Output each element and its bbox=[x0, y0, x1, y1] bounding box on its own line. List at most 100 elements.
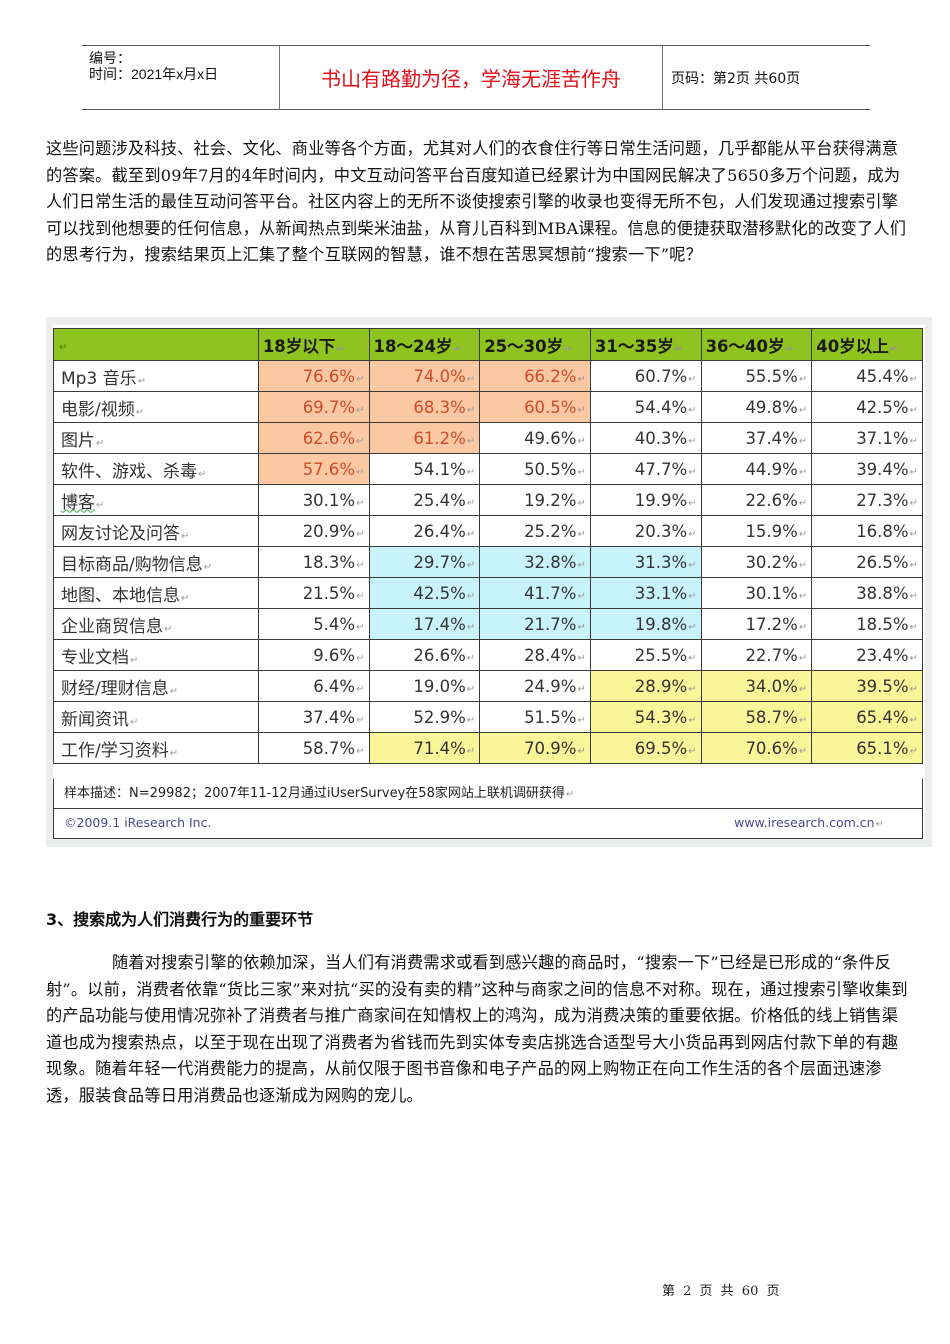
value-cell: 17.4%↵ bbox=[368, 608, 481, 640]
value-cell: 29.7%↵ bbox=[368, 546, 481, 578]
value-cell: 52.9%↵ bbox=[368, 701, 481, 733]
value-cell: 28.4%↵ bbox=[479, 639, 591, 671]
value-cell: 74.0%↵ bbox=[368, 360, 481, 392]
header-motto: 书山有路勤为径，学海无涯苦作舟 bbox=[280, 46, 663, 109]
table-row: 专业文档↵ 9.6%↵ 26.6%↵ 28.4%↵ 25.5%↵ 22.7%↵ 23.4%↵ bbox=[53, 639, 923, 671]
value-cell: 9.6%↵ bbox=[257, 639, 370, 671]
value-cell: 49.8%↵ bbox=[700, 391, 813, 423]
body-paragraph-1: 这些问题涉及科技、社会、文化、商业等各个方面，尤其对人们的衣食住行等日常生活问题… bbox=[46, 139, 907, 265]
section-heading: 3、搜索成为人们消费行为的重要环节 bbox=[46, 910, 314, 929]
column-header: 18～24岁↵ bbox=[368, 328, 481, 361]
value-cell: 50.5%↵ bbox=[479, 453, 591, 485]
value-cell: 26.5%↵ bbox=[811, 546, 923, 578]
value-cell: 62.6%↵ bbox=[257, 422, 370, 454]
row-label: 新闻资讯↵ bbox=[53, 701, 259, 733]
table-row: 新闻资讯↵ 37.4%↵ 52.9%↵ 51.5%↵ 54.3%↵ 58.7%↵ 65.4%… bbox=[53, 701, 923, 733]
row-label: 软件、游戏、杀毒↵ bbox=[53, 453, 259, 485]
table-row: 博客↵ 30.1%↵ 25.4%↵ 19.2%↵ 19.9%↵ 22.6%↵ 27.3%↵ bbox=[53, 484, 923, 516]
column-header: 40岁以上↵ bbox=[811, 328, 923, 361]
table-row: 图片↵ 62.6%↵ 61.2%↵ 49.6%↵ 40.3%↵ 37.4%↵ 37.1%↵ bbox=[53, 422, 923, 454]
value-cell: 20.3%↵ bbox=[589, 515, 702, 547]
value-cell: 42.5%↵ bbox=[368, 577, 481, 609]
value-cell: 17.2%↵ bbox=[700, 608, 813, 640]
column-header: 18岁以下↵ bbox=[257, 328, 370, 361]
value-cell: 19.0%↵ bbox=[368, 670, 481, 702]
row-label: 地图、本地信息↵ bbox=[53, 577, 259, 609]
value-cell: 39.5%↵ bbox=[811, 670, 923, 702]
value-cell: 25.5%↵ bbox=[589, 639, 702, 671]
row-label: 企业商贸信息↵ bbox=[53, 608, 259, 640]
value-cell: 41.7%↵ bbox=[479, 577, 591, 609]
row-label: Mp3 音乐↵ bbox=[53, 360, 259, 392]
value-cell: 24.9%↵ bbox=[479, 670, 591, 702]
value-cell: 19.2%↵ bbox=[479, 484, 591, 516]
value-cell: 42.5%↵ bbox=[811, 391, 923, 423]
value-cell: 69.7%↵ bbox=[257, 391, 370, 423]
table-row: 目标商品/购物信息↵ 18.3%↵ 29.7%↵ 32.8%↵ 31.3%↵ 30.2%↵… bbox=[53, 546, 923, 578]
value-cell: 22.6%↵ bbox=[700, 484, 813, 516]
value-cell: 69.5%↵ bbox=[589, 732, 702, 764]
value-cell: 38.8%↵ bbox=[811, 577, 923, 609]
source-row: ©2009.1 iResearch Inc. www.iresearch.com… bbox=[53, 809, 923, 839]
row-label: 博客↵ bbox=[53, 484, 259, 516]
value-cell: 51.5%↵ bbox=[479, 701, 591, 733]
column-header: 25～30岁↵ bbox=[479, 328, 591, 361]
survey-figure-frame: ↵ 18岁以下↵ 18～24岁↵ 25～30岁↵ 31～35岁↵ 36～40岁↵… bbox=[53, 325, 925, 839]
value-cell: 30.1%↵ bbox=[700, 577, 813, 609]
column-header: 31～35岁↵ bbox=[589, 328, 702, 361]
value-cell: 6.4%↵ bbox=[257, 670, 370, 702]
value-cell: 21.7%↵ bbox=[479, 608, 591, 640]
value-cell: 70.6%↵ bbox=[700, 732, 813, 764]
column-header: 36～40岁↵ bbox=[700, 328, 813, 361]
table-row: 电影/视频↵ 69.7%↵ 68.3%↵ 60.5%↵ 54.4%↵ 49.8%↵ 42.5… bbox=[53, 391, 923, 423]
value-cell: 65.1%↵ bbox=[811, 732, 923, 764]
value-cell: 49.6%↵ bbox=[479, 422, 591, 454]
value-cell: 26.6%↵ bbox=[368, 639, 481, 671]
value-cell: 76.6%↵ bbox=[257, 360, 370, 392]
value-cell: 30.2%↵ bbox=[700, 546, 813, 578]
value-cell: 37.1%↵ bbox=[811, 422, 923, 454]
value-cell: 44.9%↵ bbox=[700, 453, 813, 485]
value-cell: 25.2%↵ bbox=[479, 515, 591, 547]
survey-table: ↵ 18岁以下↵ 18～24岁↵ 25～30岁↵ 31～35岁↵ 36～40岁↵… bbox=[53, 328, 923, 764]
survey-figure: ↵ 18岁以下↵ 18～24岁↵ 25～30岁↵ 31～35岁↵ 36～40岁↵… bbox=[46, 317, 932, 847]
sample-note: 样本描述：N=29982；2007年11-12月通过iUserSurvey在58… bbox=[53, 779, 923, 809]
table-row: 企业商贸信息↵ 5.4%↵ 17.4%↵ 21.7%↵ 19.8%↵ 17.2%↵ 18.5… bbox=[53, 608, 923, 640]
value-cell: 37.4%↵ bbox=[700, 422, 813, 454]
value-cell: 34.0%↵ bbox=[700, 670, 813, 702]
row-label: 图片↵ bbox=[53, 422, 259, 454]
page-footer: 第 2 页 共 60 页 bbox=[662, 1284, 780, 1299]
value-cell: 25.4%↵ bbox=[368, 484, 481, 516]
header-page-number: 页码：第2页 共60页 bbox=[671, 70, 801, 87]
table-row: 财经/理财信息↵ 6.4%↵ 19.0%↵ 24.9%↵ 28.9%↵ 34.0%↵ 39.… bbox=[53, 670, 923, 702]
value-cell: 54.1%↵ bbox=[368, 453, 481, 485]
value-cell: 15.9%↵ bbox=[700, 515, 813, 547]
value-cell: 61.2%↵ bbox=[368, 422, 481, 454]
value-cell: 26.4%↵ bbox=[368, 515, 481, 547]
value-cell: 60.5%↵ bbox=[479, 391, 591, 423]
value-cell: 39.4%↵ bbox=[811, 453, 923, 485]
value-cell: 18.3%↵ bbox=[257, 546, 370, 578]
value-cell: 47.7%↵ bbox=[589, 453, 702, 485]
value-cell: 21.5%↵ bbox=[257, 577, 370, 609]
row-label: 专业文档↵ bbox=[53, 639, 259, 671]
value-cell: 37.4%↵ bbox=[257, 701, 370, 733]
header-meta: 编号： 时间：2021年x月x日 bbox=[82, 46, 280, 109]
value-cell: 19.9%↵ bbox=[589, 484, 702, 516]
doc-number-label: 编号： bbox=[89, 50, 131, 66]
row-label: 财经/理财信息↵ bbox=[53, 670, 259, 702]
table-corner-cell: ↵ bbox=[53, 328, 259, 361]
value-cell: 70.9%↵ bbox=[479, 732, 591, 764]
table-row: 工作/学习资料↵ 58.7%↵ 71.4%↵ 70.9%↵ 69.5%↵ 70.6%↵ 65… bbox=[53, 732, 923, 764]
value-cell: 65.4%↵ bbox=[811, 701, 923, 733]
doc-time-label: 时间：2021年x月x日 bbox=[89, 66, 219, 82]
value-cell: 60.7%↵ bbox=[589, 360, 702, 392]
value-cell: 57.6%↵ bbox=[257, 453, 370, 485]
value-cell: 58.7%↵ bbox=[700, 701, 813, 733]
value-cell: 20.9%↵ bbox=[257, 515, 370, 547]
value-cell: 19.8%↵ bbox=[589, 608, 702, 640]
value-cell: 32.8%↵ bbox=[479, 546, 591, 578]
copyright-text: ©2009.1 iResearch Inc. bbox=[64, 815, 212, 830]
value-cell: 23.4%↵ bbox=[811, 639, 923, 671]
table-row: Mp3 音乐↵ 76.6%↵ 74.0%↵ 66.2%↵ 60.7%↵ 55.5%↵ 45.… bbox=[53, 360, 923, 392]
